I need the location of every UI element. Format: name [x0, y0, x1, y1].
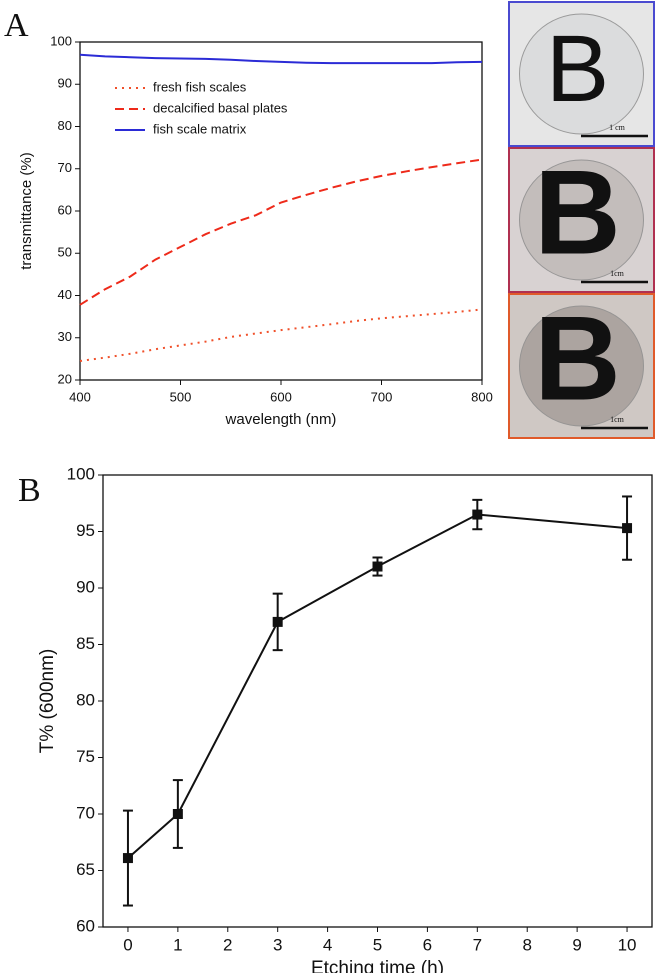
- y-tick-label: 90: [58, 76, 72, 91]
- data-point: [472, 509, 483, 520]
- y-tick-label: 85: [76, 634, 95, 653]
- photo-letter: B: [534, 292, 621, 426]
- x-tick-label: 500: [170, 389, 192, 404]
- x-tick-label: 3: [273, 936, 282, 955]
- plot-frame: [102, 474, 653, 928]
- x-tick-label: 9: [572, 936, 581, 955]
- x-tick-label: 800: [471, 389, 493, 404]
- y-axis-label: transmittance (%): [18, 152, 35, 270]
- x-tick-label: 8: [522, 936, 531, 955]
- x-tick-label: 0: [123, 936, 132, 955]
- legend-label: fish scale matrix: [153, 121, 247, 136]
- y-tick-label: 70: [76, 803, 95, 822]
- scale-disc: [519, 13, 644, 135]
- y-tick-label: 60: [58, 202, 72, 217]
- x-tick-label: 1: [173, 936, 182, 955]
- data-point: [272, 616, 283, 627]
- y-tick-label: 65: [76, 860, 95, 879]
- x-tick-label: 700: [371, 389, 393, 404]
- legend-label: decalcified basal plates: [153, 100, 288, 115]
- scale-label: 1 cm: [609, 123, 626, 132]
- data-line: [79, 53, 483, 65]
- y-tick-label: 60: [76, 916, 95, 935]
- data-point: [172, 809, 183, 819]
- y-tick-label: 95: [76, 521, 95, 540]
- data-point: [622, 523, 633, 534]
- y-tick-label: 100: [67, 464, 95, 483]
- x-tick-label: 6: [423, 936, 432, 955]
- y-tick-label: 40: [58, 287, 72, 302]
- x-axis-label: Etching time (h): [311, 958, 444, 973]
- photo-letter: B: [534, 146, 621, 280]
- x-axis-label: wavelength (nm): [225, 411, 337, 428]
- photo-letter: B: [546, 16, 609, 122]
- scale-disc: [519, 159, 644, 281]
- x-tick-label: 10: [618, 936, 637, 955]
- scale-disc: [519, 305, 644, 427]
- y-tick-label: 50: [58, 245, 72, 260]
- panel-label: B: [18, 472, 41, 509]
- x-tick-label: 2: [223, 936, 232, 955]
- y-tick-label: 20: [58, 371, 72, 386]
- x-tick-label: 600: [270, 389, 292, 404]
- panel-label: A: [4, 7, 29, 44]
- data-point: [122, 853, 133, 864]
- y-tick-label: 75: [76, 747, 95, 766]
- scale-label: 1cm: [610, 269, 625, 278]
- x-tick-label: 5: [373, 936, 382, 955]
- x-tick-label: 400: [69, 389, 91, 404]
- x-tick-label: 7: [473, 936, 482, 955]
- y-tick-label: 80: [76, 690, 95, 709]
- data-line: [79, 308, 483, 362]
- y-tick-label: 100: [50, 33, 72, 48]
- x-tick-label: 4: [323, 936, 332, 955]
- data-line: [79, 158, 483, 306]
- data-point: [372, 561, 383, 572]
- scale-label: 1cm: [610, 415, 625, 424]
- y-axis-label: T% (600nm): [37, 649, 58, 754]
- y-tick-label: 80: [58, 118, 72, 133]
- legend-label: fresh fish scales: [153, 79, 247, 94]
- y-tick-label: 30: [58, 329, 72, 344]
- y-tick-label: 70: [58, 160, 72, 175]
- y-tick-label: 90: [76, 577, 95, 596]
- data-line: [127, 513, 628, 859]
